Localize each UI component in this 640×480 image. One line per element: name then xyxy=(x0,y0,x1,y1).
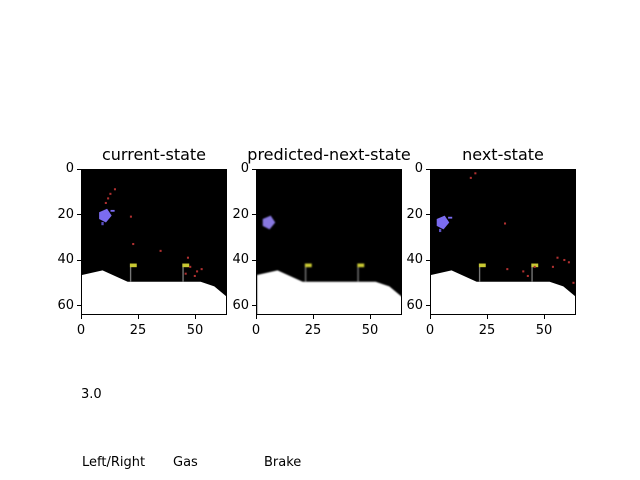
x-tick-label: 25 xyxy=(304,323,322,338)
particle-dot xyxy=(567,261,570,264)
x-tick xyxy=(194,315,196,319)
lander-agent xyxy=(262,215,276,230)
particle-dot xyxy=(572,281,575,284)
y-tick-label: 40 xyxy=(232,252,249,268)
y-tick xyxy=(426,259,430,261)
ground-terrain xyxy=(431,270,575,314)
lander-agent xyxy=(99,208,115,226)
x-tick-label: 50 xyxy=(535,323,553,338)
particle-dot xyxy=(186,256,189,259)
flag-pole-1 xyxy=(129,263,132,282)
x-tick xyxy=(255,315,257,319)
particle-dot xyxy=(184,272,187,275)
flag-2 xyxy=(182,263,190,268)
panel-title-3: next-state xyxy=(462,145,544,164)
control-label-gas: Gas xyxy=(173,455,198,470)
particle-dot xyxy=(104,201,107,204)
x-tick xyxy=(80,315,82,319)
y-tick-label: 40 xyxy=(57,252,74,268)
particle-dot xyxy=(196,270,199,273)
flag-pole-1 xyxy=(304,263,307,282)
action-value: 3.0 xyxy=(81,387,102,402)
particle-dot xyxy=(107,197,110,200)
y-tick xyxy=(252,305,256,307)
lander-agent xyxy=(436,215,453,233)
panel-image-2 xyxy=(256,169,402,315)
particle-dot xyxy=(551,265,554,268)
y-tick-label: 0 xyxy=(65,161,74,176)
x-tick-label: 0 xyxy=(76,323,86,338)
y-tick xyxy=(252,214,256,216)
x-tick-label: 25 xyxy=(478,323,496,338)
x-tick xyxy=(312,315,314,319)
particle-dot xyxy=(474,172,477,175)
particle-dot xyxy=(504,222,507,225)
y-tick-label: 0 xyxy=(240,161,249,176)
particle-dot xyxy=(506,268,509,271)
particle-dot xyxy=(189,265,192,268)
x-tick-label: 0 xyxy=(425,323,435,338)
particle-dot xyxy=(522,270,525,273)
y-tick-label: 20 xyxy=(232,206,249,222)
x-tick xyxy=(369,315,371,319)
flag-2 xyxy=(531,263,539,268)
y-tick-label: 20 xyxy=(406,206,423,222)
ground-terrain xyxy=(82,270,226,314)
y-tick-label: 60 xyxy=(57,297,74,313)
x-tick-label: 25 xyxy=(129,323,147,338)
x-tick xyxy=(429,315,431,319)
particle-dot xyxy=(526,274,529,277)
flag-pole-2 xyxy=(357,263,359,282)
y-tick xyxy=(426,168,430,170)
y-tick xyxy=(77,259,81,261)
y-tick xyxy=(426,305,430,307)
y-tick-label: 0 xyxy=(414,161,423,176)
y-tick-label: 20 xyxy=(57,206,74,222)
flag-1 xyxy=(304,263,312,268)
y-tick xyxy=(252,168,256,170)
particle-dot xyxy=(109,192,112,195)
x-tick-label: 50 xyxy=(186,323,204,338)
flag-1 xyxy=(478,263,486,268)
y-tick xyxy=(77,168,81,170)
particle-dot xyxy=(129,215,132,218)
x-tick xyxy=(486,315,488,319)
particle-dot xyxy=(469,176,472,179)
particle-dot xyxy=(556,256,559,259)
particle-dot xyxy=(563,258,566,262)
control-label-left-right: Left/Right xyxy=(82,455,146,470)
y-tick xyxy=(426,214,430,216)
x-tick xyxy=(137,315,139,319)
particle-dot xyxy=(533,265,536,268)
particle-dot xyxy=(200,268,203,271)
y-tick xyxy=(77,305,81,307)
y-tick-label: 60 xyxy=(232,297,249,313)
control-label-brake: Brake xyxy=(264,455,302,470)
flag-2 xyxy=(357,263,365,268)
flag-pole-2 xyxy=(531,263,533,282)
y-tick xyxy=(77,214,81,216)
flag-pole-2 xyxy=(182,263,184,282)
y-tick-label: 40 xyxy=(406,252,423,268)
panel-title-1: current-state xyxy=(101,145,207,164)
panel-image-3 xyxy=(430,169,576,315)
y-tick-label: 60 xyxy=(406,297,423,313)
particle-dot xyxy=(159,249,162,252)
particle-dot xyxy=(193,274,196,277)
y-tick xyxy=(252,259,256,261)
x-tick-label: 0 xyxy=(251,323,261,338)
flag-pole-1 xyxy=(478,263,481,282)
particle-dot xyxy=(113,188,116,191)
ground-terrain xyxy=(257,270,401,314)
particle-dot xyxy=(132,243,135,246)
panel-image-1 xyxy=(81,169,227,315)
flag-1 xyxy=(129,263,137,268)
x-tick-label: 50 xyxy=(361,323,379,338)
x-tick xyxy=(543,315,545,319)
panel-title-2: predicted-next-state xyxy=(247,145,411,164)
